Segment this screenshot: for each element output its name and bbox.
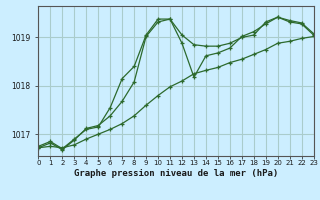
X-axis label: Graphe pression niveau de la mer (hPa): Graphe pression niveau de la mer (hPa) [74,169,278,178]
